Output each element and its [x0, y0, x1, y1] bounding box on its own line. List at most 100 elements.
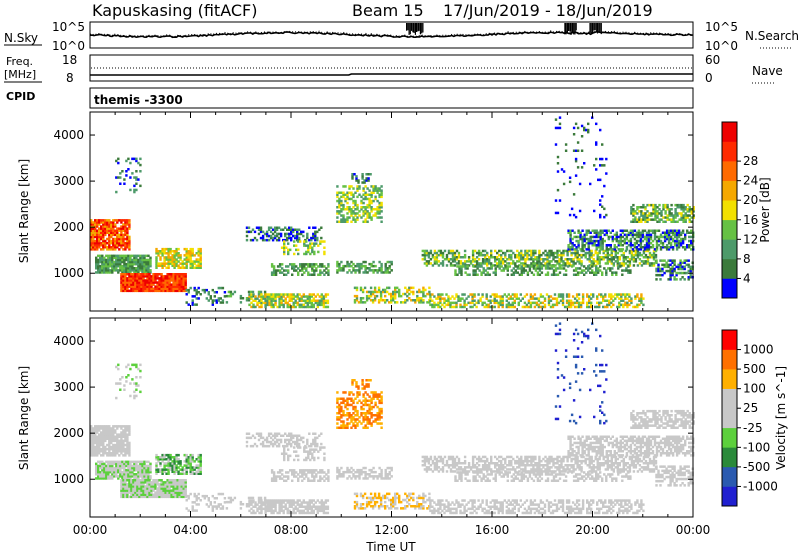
power-cell — [133, 271, 136, 274]
velocity-cell — [117, 477, 120, 480]
velocity-cell — [178, 489, 181, 492]
power-cell — [500, 260, 503, 263]
power-cell — [646, 214, 649, 217]
velocity-cell — [94, 437, 97, 440]
power-cell — [131, 258, 134, 262]
power-cell — [621, 229, 624, 232]
power-cell — [128, 279, 131, 282]
power-cell — [521, 305, 524, 309]
power-cell — [325, 271, 328, 274]
power-cell — [239, 301, 243, 304]
power-cell — [97, 269, 100, 272]
velocity-cell — [103, 475, 106, 478]
power-cell — [124, 227, 127, 230]
power-cell — [532, 267, 536, 270]
power-cell — [197, 260, 200, 263]
velocity-cell — [118, 447, 121, 451]
velocity-cell — [116, 450, 119, 453]
power-cell — [627, 269, 630, 272]
power-cell — [396, 286, 399, 290]
power-cell — [608, 253, 611, 257]
power-cell — [632, 260, 636, 263]
power-cell — [671, 231, 675, 234]
velocity-cell — [145, 464, 148, 468]
power-cell — [610, 297, 613, 300]
power-cell — [531, 297, 535, 300]
power-cell — [537, 303, 541, 307]
velocity-cell — [94, 452, 97, 455]
power-cell — [227, 294, 231, 298]
power-cell — [630, 208, 633, 211]
power-cell — [510, 262, 513, 265]
power-cell — [263, 232, 267, 236]
power-cell — [344, 218, 347, 221]
power-cell — [648, 251, 652, 255]
power-cell — [595, 244, 598, 247]
power-cell — [373, 290, 377, 294]
velocity-cell — [108, 425, 111, 428]
power-cell — [167, 260, 170, 263]
power-cell — [608, 258, 611, 261]
velocity-cell — [117, 470, 120, 474]
power-cell — [104, 233, 107, 237]
velocity-cell — [170, 479, 173, 482]
power-cell — [362, 210, 365, 213]
power-cell — [366, 214, 369, 217]
velocity-cell — [102, 441, 105, 445]
power-cell — [120, 227, 123, 230]
power-cell — [384, 267, 387, 270]
power-cell — [141, 269, 144, 272]
power-cell — [460, 269, 463, 272]
velocity-cell — [161, 456, 164, 459]
velocity-cell — [163, 470, 166, 473]
power-cell — [187, 260, 190, 263]
power-cell — [673, 244, 677, 247]
velocity-cell — [120, 483, 123, 486]
velocity-cell — [160, 495, 163, 499]
power-cell — [105, 267, 108, 270]
power-cell — [169, 258, 172, 261]
power-cell — [253, 230, 257, 234]
velocity-cell — [126, 483, 129, 486]
velocity-cell — [168, 493, 171, 496]
power-cell — [435, 256, 439, 259]
power-cell — [150, 279, 153, 282]
velocity-cell — [102, 439, 105, 443]
power-cell — [579, 233, 582, 237]
power-cell — [522, 253, 525, 257]
velocity-cell — [134, 493, 137, 496]
power-cell — [199, 250, 202, 253]
velocity-cell — [157, 470, 160, 473]
power-cell — [126, 241, 129, 245]
power-cell — [599, 235, 602, 239]
power-cell — [538, 253, 541, 257]
power-cell — [118, 227, 121, 230]
power-cell — [249, 238, 253, 242]
power-cell — [550, 273, 554, 276]
power-cell — [516, 253, 519, 257]
cpid-label: CPID — [6, 90, 35, 103]
power-cell — [94, 239, 97, 243]
power-cell — [500, 265, 503, 268]
power-cell — [656, 220, 659, 223]
power-cell — [348, 187, 351, 190]
power-cell — [364, 269, 367, 272]
power-colorbar-tick-label: 4 — [743, 271, 751, 285]
power-cell — [451, 260, 455, 263]
power-cell — [283, 252, 286, 256]
power-cell — [111, 271, 114, 274]
power-cell — [590, 253, 593, 257]
power-cell — [137, 264, 140, 268]
power-cell — [102, 219, 105, 222]
power-cell — [134, 283, 137, 286]
power-cell — [510, 269, 513, 272]
power-cell — [447, 251, 451, 255]
power-cell — [189, 258, 192, 261]
power-cell — [408, 288, 411, 292]
power-cell — [580, 135, 584, 138]
power-cell — [100, 225, 103, 228]
power-cell — [108, 223, 111, 226]
power-cell — [540, 253, 543, 257]
power-cell — [108, 241, 111, 245]
velocity-cell — [155, 464, 158, 467]
